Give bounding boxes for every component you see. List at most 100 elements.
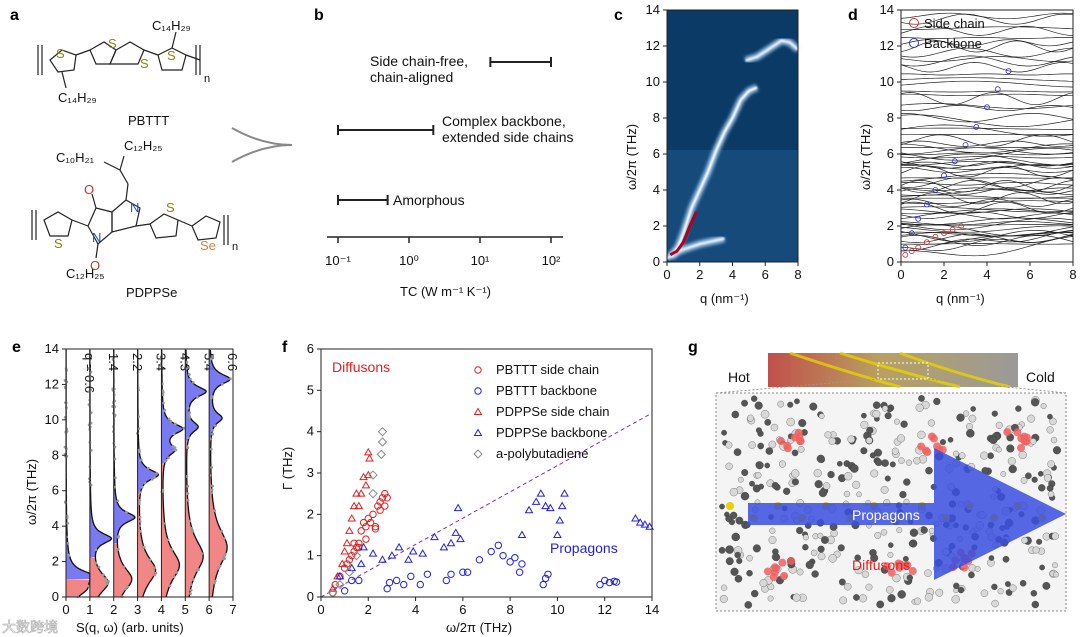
atom bbox=[880, 529, 888, 536]
legend-marker bbox=[474, 387, 482, 395]
atom bbox=[1000, 538, 1009, 547]
atom bbox=[844, 582, 852, 591]
y-tick-label: 8 bbox=[52, 447, 59, 462]
diffuson-area bbox=[185, 441, 204, 597]
data-point bbox=[359, 542, 368, 551]
repeat-n: n bbox=[232, 241, 238, 253]
sulfur-atom-sphere bbox=[726, 502, 734, 510]
propagons-label: Propagons bbox=[852, 507, 920, 523]
phonon-band bbox=[900, 114, 1074, 128]
data-point bbox=[383, 494, 391, 502]
panel-c-heatmap: 0 2 4 6 8 0 2 4 6 8 10 12 14 bbox=[646, 2, 802, 282]
data-point bbox=[407, 572, 415, 581]
phonon-band bbox=[900, 147, 1074, 155]
atom bbox=[957, 586, 965, 594]
phonon-band bbox=[901, 26, 1074, 31]
y-tick-label: 5 bbox=[307, 382, 314, 397]
data-point bbox=[447, 570, 455, 578]
data-point bbox=[188, 411, 192, 415]
atom bbox=[987, 533, 996, 541]
pdppse-side-chain-bottom: C₁₂H₂₅ bbox=[66, 266, 105, 281]
phonon-band bbox=[900, 179, 1074, 193]
atom bbox=[992, 486, 998, 492]
data-point bbox=[208, 484, 212, 487]
data-point bbox=[143, 481, 147, 485]
atom bbox=[797, 446, 805, 453]
data-point bbox=[125, 510, 128, 514]
data-point bbox=[187, 413, 191, 417]
data-point bbox=[126, 585, 129, 589]
atom bbox=[1031, 476, 1038, 483]
atom bbox=[1015, 405, 1022, 412]
data-point bbox=[189, 377, 192, 381]
data-point bbox=[173, 448, 177, 452]
x-tick-label: 6 bbox=[206, 602, 213, 617]
phonon-band bbox=[900, 198, 1074, 207]
phonon-band bbox=[900, 160, 1074, 166]
diffuson-atom bbox=[1020, 432, 1029, 441]
atom bbox=[791, 449, 799, 457]
atom bbox=[798, 419, 807, 428]
atom bbox=[768, 536, 777, 544]
data-point bbox=[635, 518, 645, 526]
x-tick-label: 10¹ bbox=[471, 253, 490, 268]
data-point bbox=[383, 585, 391, 593]
data-point bbox=[94, 561, 98, 565]
selenium-atom: Se bbox=[200, 238, 216, 253]
y-tick-label: 1 bbox=[307, 548, 314, 563]
fit-curve bbox=[185, 349, 207, 598]
atom bbox=[873, 448, 883, 457]
atom bbox=[749, 480, 755, 487]
data-point bbox=[221, 557, 225, 561]
atom bbox=[764, 462, 771, 469]
data-point bbox=[172, 575, 176, 579]
data-point bbox=[163, 408, 167, 412]
y-tick-label: 12 bbox=[646, 38, 660, 53]
phonon-band bbox=[900, 200, 1074, 204]
atom bbox=[837, 544, 845, 552]
atom bbox=[900, 420, 908, 428]
phonon-band bbox=[900, 229, 1074, 243]
phonon-band bbox=[901, 113, 1074, 123]
atom bbox=[897, 434, 905, 443]
diffuson-atom bbox=[903, 561, 912, 570]
data-point bbox=[354, 501, 364, 510]
data-point bbox=[368, 470, 378, 480]
x-tick-label: 2 bbox=[940, 267, 947, 282]
atom bbox=[729, 511, 738, 520]
phonon-band bbox=[900, 124, 1074, 137]
data-point bbox=[162, 522, 166, 526]
atom bbox=[884, 412, 892, 420]
atom bbox=[924, 593, 933, 602]
data-point bbox=[923, 201, 930, 208]
data-point bbox=[167, 456, 170, 460]
data-point bbox=[161, 393, 165, 397]
atom bbox=[990, 493, 997, 500]
atom bbox=[917, 430, 926, 439]
atom bbox=[925, 466, 933, 475]
diffuson-atom bbox=[960, 563, 969, 572]
data-point bbox=[217, 567, 220, 570]
data-point bbox=[189, 592, 192, 595]
data-point bbox=[601, 576, 609, 585]
atom bbox=[1009, 584, 1017, 592]
phonon-band bbox=[900, 208, 1074, 214]
y-tick-label: 4 bbox=[887, 182, 894, 197]
atom bbox=[967, 462, 976, 471]
data-point bbox=[335, 571, 345, 580]
range-label: Complex backbone, bbox=[442, 113, 566, 129]
diffuson-area bbox=[113, 543, 132, 597]
data-point bbox=[612, 578, 621, 586]
atom bbox=[861, 570, 869, 578]
data-point bbox=[173, 422, 177, 426]
data-point bbox=[536, 489, 546, 497]
atom bbox=[779, 460, 786, 468]
data-point bbox=[222, 554, 226, 558]
atom bbox=[1051, 532, 1059, 540]
data-point bbox=[381, 489, 389, 498]
x-tick-label: 14 bbox=[645, 602, 659, 617]
nitrogen-atom: N bbox=[92, 230, 101, 245]
atom bbox=[903, 478, 911, 486]
atom bbox=[865, 583, 873, 591]
atom bbox=[870, 554, 879, 563]
